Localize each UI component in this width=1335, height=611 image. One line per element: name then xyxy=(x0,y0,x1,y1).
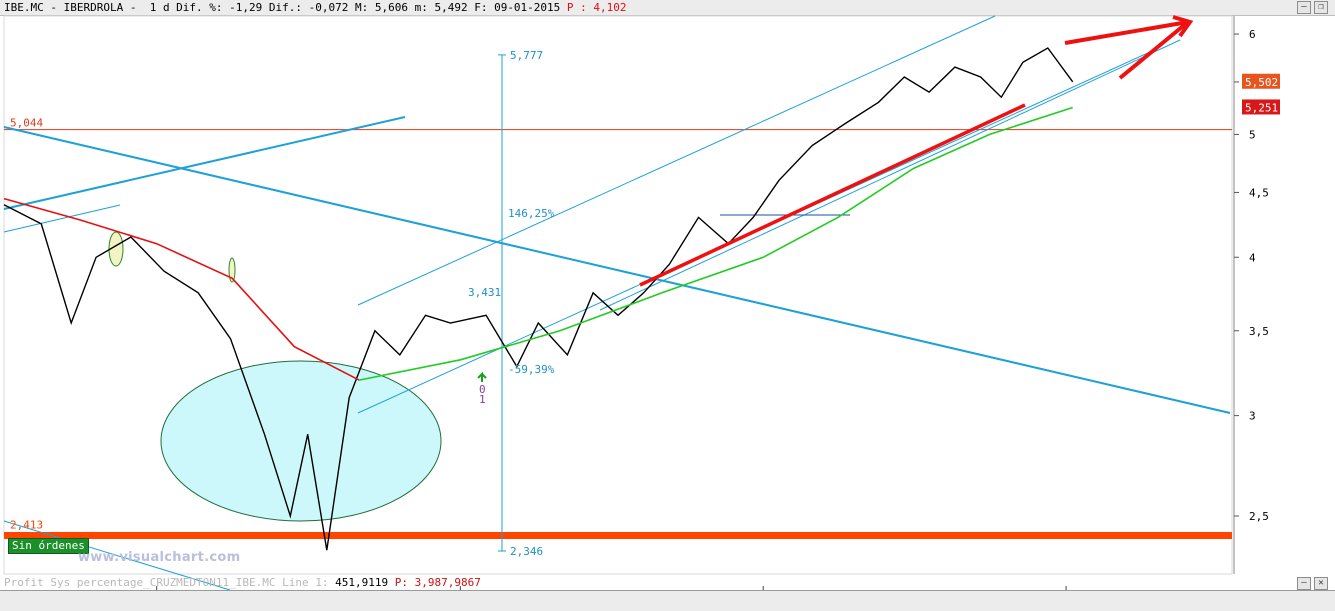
signal-arrow-icon xyxy=(477,371,487,382)
title-bar: IBE.MC - IBERDROLA - 1 d Dif. %: -1,29 D… xyxy=(0,0,1335,16)
chart-title: IBE.MC - IBERDROLA - 1 d Dif. %: -1,29 D… xyxy=(4,1,567,14)
fib-pct-up-label: 146,25% xyxy=(508,207,555,220)
status-p-value: P: 3,987,9867 xyxy=(394,576,481,589)
fib-bottom-label: 2,346 xyxy=(510,545,543,558)
ma-value-box xyxy=(1242,99,1280,115)
y-tick-label: 3 xyxy=(1249,410,1256,423)
red-ma-line xyxy=(3,197,360,381)
status-value: 451,9119 xyxy=(335,576,389,589)
channel-line-left xyxy=(3,204,121,233)
orders-status-badge: Sin órdenes xyxy=(8,538,89,554)
y-tick-label: 5 xyxy=(1249,128,1256,141)
signal-label: 0 xyxy=(479,383,486,396)
fib-pct-down-label: -59,39% xyxy=(508,363,555,376)
channel-lower-line xyxy=(599,39,1181,311)
channel-upper-line xyxy=(357,15,996,306)
arrow-head-icon xyxy=(1172,15,1194,38)
y-tick-label: 2,5 xyxy=(1249,510,1269,523)
green-ma-line xyxy=(358,106,1073,381)
price-series-line xyxy=(3,47,1074,551)
bottom-line xyxy=(3,520,231,591)
y-tick-label: 4,5 xyxy=(1249,186,1269,199)
p-value-label: P : 4,102 xyxy=(566,1,627,14)
watermark: www.visualchart.com xyxy=(78,550,241,565)
ellipse-highlight xyxy=(160,360,442,522)
uptrend-line-left xyxy=(3,116,406,210)
time-axis xyxy=(0,590,1335,611)
level-label: 5,044 xyxy=(10,117,43,130)
small-ellipse xyxy=(228,257,236,283)
last-price-box xyxy=(1242,73,1280,89)
footer-close-icon[interactable]: ✕ xyxy=(1314,577,1328,590)
downtrend-line xyxy=(3,126,1231,414)
level-label: 2,413 xyxy=(10,518,43,531)
fib-top-label: 5,777 xyxy=(510,49,543,62)
last-price-label: 5,502 xyxy=(1245,76,1278,89)
status-prefix: Profit Sys percentage_CRUZMEDTON11_IBE.M… xyxy=(4,576,329,589)
minimize-icon[interactable]: – xyxy=(1297,1,1311,14)
red-arrow-line xyxy=(1118,20,1190,80)
y-tick-label: 4 xyxy=(1249,251,1256,264)
y-tick-label: 3,5 xyxy=(1249,325,1269,338)
ma-value-label: 5,251 xyxy=(1245,101,1278,114)
y-tick-label: 6 xyxy=(1249,28,1256,41)
fib-mid-label: 3,431 xyxy=(468,286,501,299)
restore-icon[interactable]: ❐ xyxy=(1314,1,1328,14)
system-status-line: Profit Sys percentage_CRUZMEDTON11_IBE.M… xyxy=(4,576,481,589)
footer-minimize-icon[interactable]: – xyxy=(1297,577,1311,590)
signal-label: 1 xyxy=(479,393,486,406)
plot-frame xyxy=(3,15,1233,575)
red-arrow-line xyxy=(1064,20,1189,45)
red-trend-line xyxy=(639,103,1026,287)
